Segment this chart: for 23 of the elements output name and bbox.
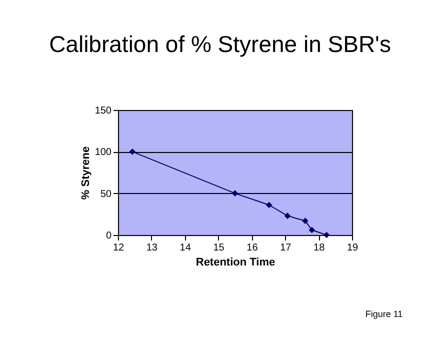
y-axis-title: % Styrene — [80, 146, 92, 200]
point — [232, 190, 238, 196]
point — [308, 226, 316, 234]
x-tick-label: 18 — [314, 242, 326, 254]
y-tick-label: 50 — [100, 188, 112, 200]
y-tick-label: 100 — [94, 147, 112, 158]
x-tick-label: 16 — [246, 242, 258, 254]
y-tick-label: 150 — [94, 106, 112, 116]
x-tick-label: 15 — [213, 242, 225, 254]
point — [302, 218, 308, 224]
point — [284, 212, 291, 219]
caption: Figure 11 — [365, 309, 403, 319]
point — [323, 232, 330, 238]
x-tick-label: 19 — [346, 242, 358, 254]
chart-title: Calibration of % Styrene in SBR's — [49, 31, 391, 57]
x-tick-label: 13 — [146, 242, 158, 254]
point — [266, 202, 272, 208]
x-tick-label: 14 — [180, 242, 192, 254]
x-axis-title: Retention Time — [196, 256, 276, 268]
x-tick-label: 17 — [280, 242, 292, 254]
point — [129, 148, 136, 155]
y-tick-label: 0 — [106, 230, 112, 242]
x-tick-label: 12 — [112, 242, 124, 254]
